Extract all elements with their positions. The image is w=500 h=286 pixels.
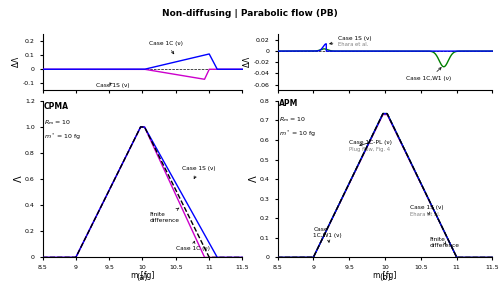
Text: Case 1C-PL (ν): Case 1C-PL (ν) [349,140,392,146]
Text: $R_\mathrm{m}$ = 10: $R_\mathrm{m}$ = 10 [279,115,306,124]
Text: Case 1S (ν): Case 1S (ν) [410,205,444,214]
Text: Plug flow, Fig. 4: Plug flow, Fig. 4 [349,147,391,152]
Text: Ehara et al.: Ehara et al. [410,212,440,217]
Text: CPMA: CPMA [44,102,69,111]
Text: Finite
difference: Finite difference [149,208,179,223]
X-axis label: m [fg]: m [fg] [131,271,154,281]
Text: Case 1S (ν): Case 1S (ν) [330,36,372,45]
Text: Finite
difference: Finite difference [430,237,460,248]
Text: (b): (b) [379,273,391,282]
Text: (a): (a) [136,273,148,282]
Text: Non-diffusing | Parabolic flow (PB): Non-diffusing | Parabolic flow (PB) [162,9,338,17]
Text: Case 1S (ν): Case 1S (ν) [96,83,130,88]
X-axis label: m [fg]: m [fg] [374,271,396,281]
Text: APM: APM [279,99,298,108]
Text: Case
1C,W1 (ν): Case 1C,W1 (ν) [314,227,342,242]
Text: Case 1S (ν): Case 1S (ν) [182,166,216,178]
Text: Case 1C (ν): Case 1C (ν) [176,241,210,251]
Y-axis label: $\Delta\Lambda$: $\Delta\Lambda$ [242,56,252,68]
Text: $m^*$ = 10 fg: $m^*$ = 10 fg [44,132,81,142]
Text: Case 1C (ν): Case 1C (ν) [149,41,183,54]
Y-axis label: $\Lambda$: $\Lambda$ [12,175,24,183]
Text: Case 1C,W1 (ν): Case 1C,W1 (ν) [406,67,452,81]
Y-axis label: $\Lambda$: $\Lambda$ [246,175,258,183]
Y-axis label: $\Delta\Lambda$: $\Delta\Lambda$ [10,56,22,68]
Text: $R_\mathrm{m}$ = 10: $R_\mathrm{m}$ = 10 [44,118,72,127]
Text: Ehara et al.: Ehara et al. [338,41,369,47]
Text: $m^*$ = 10 fg: $m^*$ = 10 fg [279,129,316,139]
